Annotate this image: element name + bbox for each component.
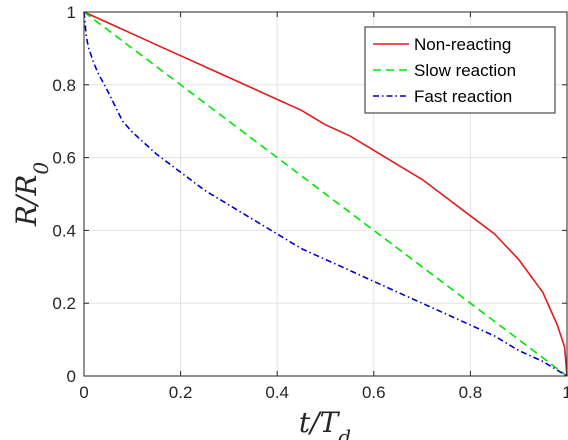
legend: Non-reacting Slow reaction Fast reaction — [364, 26, 556, 114]
plot-frame — [83, 11, 568, 377]
x-axis-label: t/Td — [299, 406, 351, 440]
x-tick-label: 1 — [562, 383, 568, 402]
series-line-fast-reaction — [83, 11, 568, 377]
series-line-non-reacting — [83, 11, 568, 377]
series-lines — [83, 11, 568, 377]
ticks: 0 0.2 0.4 0.6 0.8 1 0 0.2 0.4 0.6 0.8 1 — [52, 3, 568, 402]
legend-box — [364, 26, 556, 114]
series-line-slow-reaction — [83, 11, 568, 377]
x-tick-label: 0.6 — [362, 383, 386, 402]
x-tick-label: 0.2 — [169, 383, 193, 402]
y-tick-label: 0.6 — [52, 149, 76, 168]
y-tick-label: 0.4 — [52, 221, 76, 240]
x-tick-label: 0.4 — [265, 383, 289, 402]
legend-label: Slow reaction — [414, 61, 516, 80]
y-axis-label: R/R0 — [10, 162, 53, 228]
y-tick-label: 0.2 — [52, 294, 76, 313]
legend-label: Fast reaction — [414, 87, 512, 106]
y-tick-label: 1 — [67, 3, 76, 22]
y-tick-label: 0 — [67, 367, 76, 386]
x-tick-label: 0.8 — [459, 383, 483, 402]
legend-label: Non-reacting — [414, 35, 511, 54]
x-tick-label: 0 — [79, 383, 88, 402]
y-tick-label: 0.8 — [52, 76, 76, 95]
